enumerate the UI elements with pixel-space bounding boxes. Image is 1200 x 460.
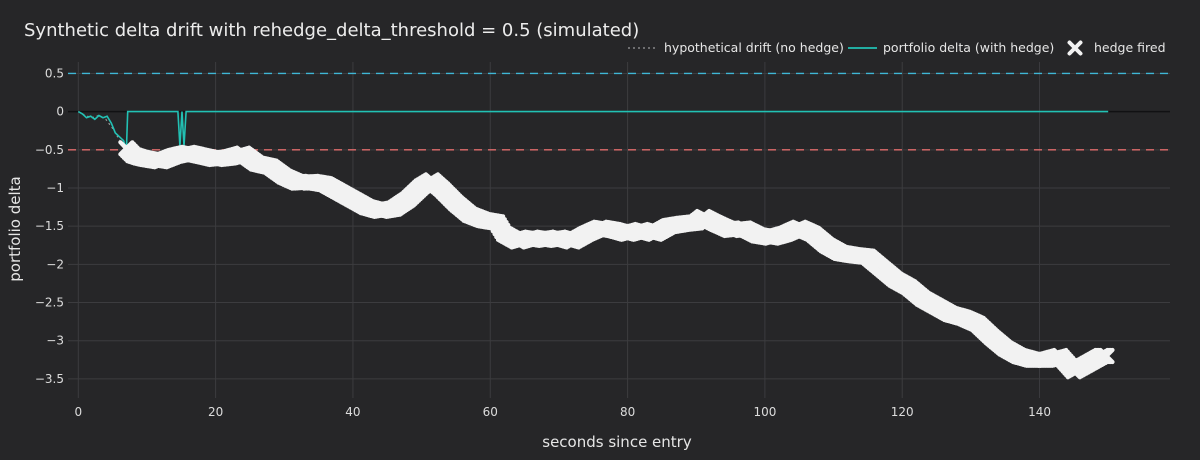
x-axis: 0 20 40 60 80 100 120 140	[74, 405, 1051, 419]
x-tick-label: 80	[620, 405, 635, 419]
x-tick-label: 140	[1028, 405, 1051, 419]
y-tick-label: 0.5	[45, 66, 64, 80]
y-axis: 0.5 0 −0.5 −1 −1.5 −2 −2.5 −3 −3.5	[35, 66, 64, 385]
x-tick-label: 60	[483, 405, 498, 419]
legend-label-hedge-fired: hedge fired	[1094, 40, 1166, 55]
hedged-series-line	[77, 110, 1109, 151]
hedge-marker	[1098, 347, 1115, 365]
y-tick-label: −3	[46, 334, 64, 348]
x-axis-title: seconds since entry	[542, 433, 692, 451]
y-axis-title: portfolio delta	[6, 176, 24, 281]
x-tick-label: 0	[74, 405, 82, 419]
chart-title: Synthetic delta drift with rehedge_delta…	[24, 20, 639, 41]
legend: hypothetical drift (no hedge) portfolio d…	[628, 40, 1166, 56]
y-tick-label: −3.5	[35, 372, 64, 386]
y-tick-label: −0.5	[35, 143, 64, 157]
x-tick-label: 100	[753, 405, 776, 419]
y-tick-label: −1.5	[35, 219, 64, 233]
y-tick-label: −2.5	[35, 296, 64, 310]
x-tick-label: 20	[208, 405, 223, 419]
y-tick-label: −1	[46, 181, 64, 195]
legend-label-drift: hypothetical drift (no hedge)	[664, 40, 844, 55]
legend-swatch-hedge-fired	[1067, 40, 1083, 56]
x-tick-label: 120	[891, 405, 914, 419]
x-tick-label: 40	[345, 405, 360, 419]
legend-label-hedged: portfolio delta (with hedge)	[883, 40, 1054, 55]
hedge-markers	[118, 140, 1115, 380]
y-tick-label: 0	[56, 105, 64, 119]
y-tick-label: −2	[46, 257, 64, 271]
